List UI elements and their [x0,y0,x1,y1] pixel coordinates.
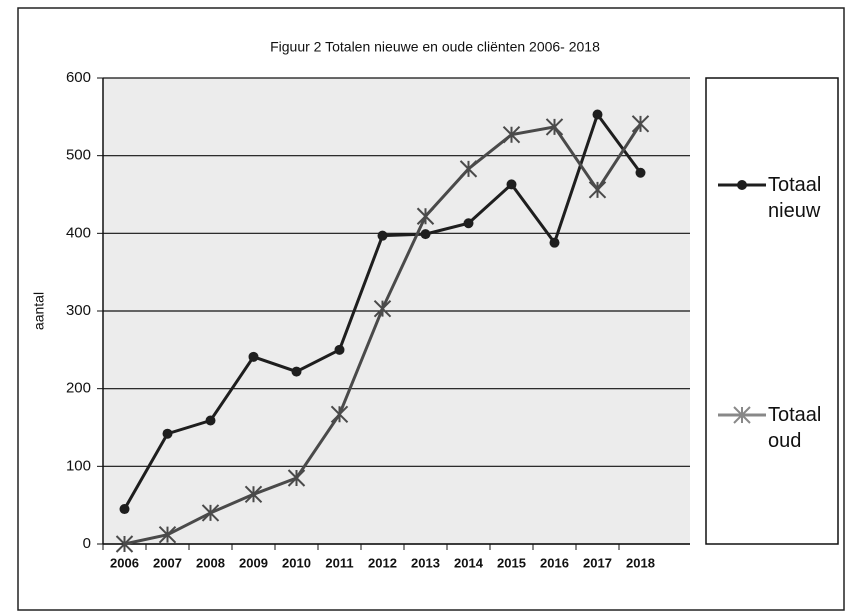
data-point [377,230,388,241]
data-point [248,351,259,362]
data-point [291,366,302,377]
data-point [115,535,134,553]
y-tick-label: 300 [66,302,91,319]
legend-marker [733,406,751,424]
y-tick-label: 500 [66,147,91,164]
x-tick-label: 2017 [583,555,612,570]
legend-marker [737,180,747,190]
data-point [592,109,603,120]
legend-label: Totaal nieuw [768,174,822,222]
data-point [330,405,349,424]
x-tick-label: 2013 [411,555,440,570]
data-point [334,344,345,355]
data-point [459,160,478,178]
data-point [162,428,173,439]
legend-label: Totaal oud [768,404,822,452]
data-point [502,125,521,144]
x-tick-label: 2011 [325,555,353,570]
data-point [158,525,177,544]
x-tick-label: 2009 [239,555,268,570]
data-point [420,229,431,240]
data-point [416,207,435,225]
x-tick-label: 2012 [368,555,397,570]
x-tick-label: 2010 [282,555,311,570]
data-point [631,115,650,133]
x-tick-label: 2016 [540,555,569,570]
y-tick-label: 400 [66,224,91,241]
x-tick-label: 2015 [497,555,526,570]
x-tick-label: 2008 [196,555,225,570]
y-tick-label: 600 [66,69,91,86]
chart-title: Figuur 2 Totalen nieuwe en oude cliënten… [270,39,600,55]
x-tick-label: 2007 [153,555,182,570]
data-point [506,179,517,190]
y-tick-label: 200 [66,380,91,397]
data-point [635,167,646,178]
data-point [588,181,607,199]
x-tick-label: 2006 [110,555,139,570]
data-point [463,218,474,229]
legend-box [705,77,839,545]
y-axis-label: aantal [31,292,47,330]
data-point [545,118,564,136]
data-point [244,485,263,504]
x-tick-label: 2014 [454,555,484,570]
y-tick-label: 100 [66,457,91,474]
data-point [119,504,130,515]
frame [17,7,845,611]
data-point [287,469,306,487]
data-point [373,299,392,318]
data-point [205,415,216,426]
x-tick-label: 2018 [626,555,655,570]
y-tick-label: 0 [83,535,91,552]
data-point [201,504,220,522]
data-point [549,237,560,248]
